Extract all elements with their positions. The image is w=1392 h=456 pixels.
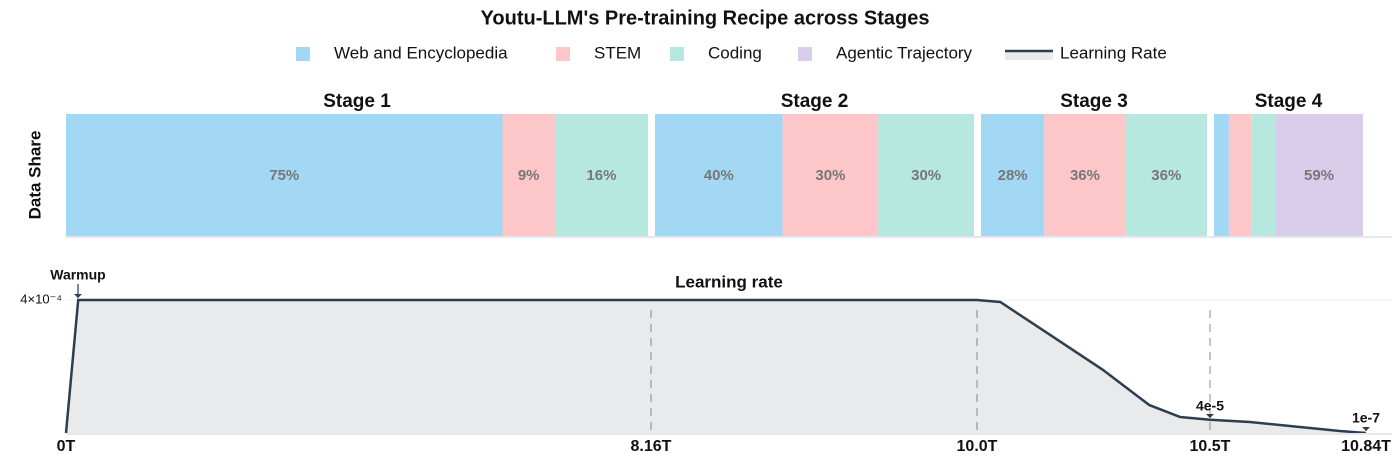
stage-label: Stage 2 xyxy=(781,91,849,112)
area xyxy=(66,300,1366,433)
annotation: Warmup xyxy=(50,267,105,283)
bar-segment xyxy=(554,114,648,236)
bar-segment xyxy=(1275,114,1363,236)
legend-swatch xyxy=(296,47,310,61)
annotation-arrowhead xyxy=(1362,427,1370,431)
x-tick-label: 10.5T xyxy=(1190,438,1231,455)
bar-segment xyxy=(1214,114,1229,236)
bar-value-label: 59% xyxy=(1304,167,1334,184)
legend-label: Agentic Trajectory xyxy=(836,43,973,62)
legend-swatch xyxy=(670,47,684,61)
bar-value-label: 75% xyxy=(269,167,299,184)
y-axis-label: Data Share xyxy=(25,131,44,220)
y-tick-label: 4×10⁻⁴ xyxy=(20,291,62,306)
bar-segment xyxy=(1251,114,1276,236)
line xyxy=(64,298,1367,435)
bar-value-label: 16% xyxy=(586,167,616,184)
bar-segment xyxy=(878,114,974,236)
bar-value-label: 30% xyxy=(815,167,845,184)
bar-segment xyxy=(502,114,555,236)
bar-value-label: 28% xyxy=(998,167,1028,184)
x-tick-label: 8.16T xyxy=(631,438,672,455)
annotation: 4e-5 xyxy=(1196,398,1224,414)
annotation: 1e-7 xyxy=(1352,410,1380,426)
annotation-arrowhead xyxy=(1206,414,1214,418)
legend-label: STEM xyxy=(594,43,641,62)
stage-label: Stage 3 xyxy=(1060,91,1128,112)
bar-value-label: 40% xyxy=(704,167,734,184)
x-tick-label: 10.0T xyxy=(957,438,998,455)
bar-segment xyxy=(981,114,1045,236)
legend-label: Learning Rate xyxy=(1060,43,1167,62)
legend-swatch xyxy=(556,47,570,61)
bar-value-label: 36% xyxy=(1070,167,1100,184)
bar-segment xyxy=(66,114,503,236)
bar-segment xyxy=(782,114,879,236)
bar-value-label: 36% xyxy=(1151,167,1181,184)
legend-swatch xyxy=(1005,52,1053,60)
bar-value-label: 9% xyxy=(518,167,540,184)
x-tick-label: 0T xyxy=(57,438,76,455)
subplot-title: Learning rate xyxy=(675,272,783,291)
chart-title: Youtu-LLM's Pre-training Recipe across S… xyxy=(481,7,930,29)
bar-segment xyxy=(1125,114,1207,236)
bar-segment xyxy=(1044,114,1126,236)
stage-label: Stage 4 xyxy=(1255,91,1323,112)
bar-value-label: 30% xyxy=(911,167,941,184)
stage-label: Stage 1 xyxy=(323,91,391,112)
bar-segment xyxy=(655,114,783,236)
legend-label: Web and Encyclopedia xyxy=(334,43,508,62)
bar-segment xyxy=(1228,114,1252,236)
legend-label: Coding xyxy=(708,43,762,62)
x-tick-label: 10.84T xyxy=(1341,438,1391,455)
legend-swatch xyxy=(798,47,812,61)
annotation-arrowhead xyxy=(74,294,82,298)
